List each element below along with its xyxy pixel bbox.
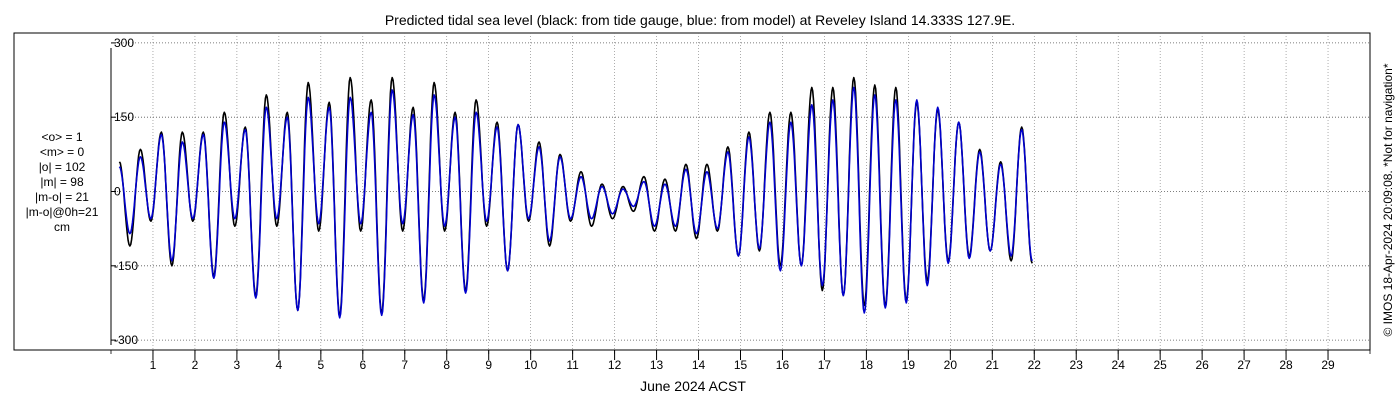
x-tick-label-17: 17 xyxy=(818,358,832,372)
x-tick-label-6: 6 xyxy=(359,358,366,372)
x-tick-label-1: 1 xyxy=(150,358,157,372)
x-tick-label-29: 29 xyxy=(1321,358,1335,372)
x-tick-label-12: 12 xyxy=(608,358,622,372)
grid-lines xyxy=(111,33,1370,350)
copyright-text: © IMOS 18-Apr-2024 20:09:08. *Not for na… xyxy=(1381,63,1395,337)
axes xyxy=(110,42,1371,360)
x-tick-label-13: 13 xyxy=(650,358,664,372)
stat-observed-abs: |o| = 102 xyxy=(38,160,86,174)
x-tick-label-27: 27 xyxy=(1237,358,1251,372)
x-tick-label-14: 14 xyxy=(692,358,706,372)
y-tick-label--300: -300 xyxy=(114,333,138,347)
series-line-1 xyxy=(118,86,1033,319)
x-tick-label-18: 18 xyxy=(860,358,874,372)
x-tick-label-15: 15 xyxy=(734,358,748,372)
x-tick-label-20: 20 xyxy=(944,358,958,372)
x-tick-label-22: 22 xyxy=(1028,358,1042,372)
x-tick-label-21: 21 xyxy=(986,358,1000,372)
y-tick-label--150: -150 xyxy=(114,259,138,273)
stat-model-abs: |m| = 98 xyxy=(40,175,84,189)
y-tick-label-0: 0 xyxy=(114,185,121,199)
x-tick-label-19: 19 xyxy=(902,358,916,372)
x-tick-label-8: 8 xyxy=(443,358,450,372)
x-tick-label-24: 24 xyxy=(1112,358,1126,372)
stat-difference-abs: |m-o| = 21 xyxy=(35,190,89,204)
x-tick-label-11: 11 xyxy=(566,358,579,372)
x-tick-label-23: 23 xyxy=(1070,358,1084,372)
x-tick-label-3: 3 xyxy=(234,358,241,372)
series-lines xyxy=(118,76,1033,319)
x-tick-label-2: 2 xyxy=(192,358,199,372)
chart-title: Predicted tidal sea level (black: from t… xyxy=(385,12,1015,28)
stat-unit: cm xyxy=(54,220,70,234)
x-axis-label: June 2024 ACST xyxy=(640,378,746,394)
x-tick-label-28: 28 xyxy=(1279,358,1293,372)
x-tick-label-25: 25 xyxy=(1153,358,1167,372)
stat-difference-0h: |m-o|@0h=21 xyxy=(25,205,99,219)
x-tick-label-7: 7 xyxy=(401,358,408,372)
plot-frame xyxy=(13,32,1371,351)
y-tick-label-150: 150 xyxy=(114,110,134,124)
x-tick-label-16: 16 xyxy=(776,358,790,372)
x-tick-label-26: 26 xyxy=(1195,358,1209,372)
x-tick-label-10: 10 xyxy=(524,358,538,372)
stat-model-mean: <m> = 0 xyxy=(39,145,85,159)
x-tick-label-5: 5 xyxy=(317,358,324,372)
x-tick-label-4: 4 xyxy=(276,358,283,372)
statistics-panel: <o> = 1 <m> = 0 |o| = 102 |m| = 98 |m-o|… xyxy=(14,130,110,235)
stat-observed-mean: <o> = 1 xyxy=(41,130,83,144)
y-tick-label-300: 300 xyxy=(114,36,134,50)
x-tick-label-9: 9 xyxy=(485,358,492,372)
